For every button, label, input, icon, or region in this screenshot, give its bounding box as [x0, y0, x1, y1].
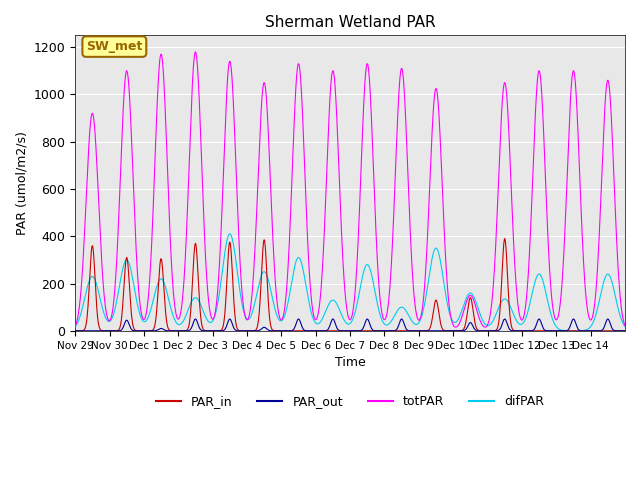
difPAR [504, 299, 512, 305]
PAR_in [501, 236, 509, 241]
PAR_out [469, 323, 477, 329]
difPAR [71, 324, 79, 330]
PAR_out [420, 328, 428, 334]
totPAR [184, 199, 191, 205]
totPAR [621, 323, 629, 328]
difPAR [615, 310, 623, 315]
PAR_in [504, 285, 512, 291]
difPAR [621, 324, 629, 329]
difPAR [469, 292, 477, 298]
difPAR [538, 273, 545, 279]
Legend: PAR_in, PAR_out, totPAR, difPAR: PAR_in, PAR_out, totPAR, difPAR [151, 390, 549, 413]
Title: Sherman Wetland PAR: Sherman Wetland PAR [265, 15, 435, 30]
totPAR [71, 324, 79, 329]
PAR_out [71, 328, 79, 334]
Line: PAR_out: PAR_out [75, 319, 625, 331]
PAR_out [184, 328, 191, 334]
PAR_out [615, 328, 623, 334]
PAR_in [538, 328, 545, 334]
totPAR [504, 118, 512, 124]
Line: difPAR: difPAR [75, 234, 625, 331]
totPAR [469, 296, 477, 302]
difPAR [184, 308, 191, 314]
difPAR [570, 328, 577, 334]
difPAR [226, 231, 234, 237]
PAR_in [607, 328, 615, 334]
PAR_in [184, 326, 191, 332]
Y-axis label: PAR (umol/m2/s): PAR (umol/m2/s) [15, 131, 28, 235]
totPAR [538, 84, 545, 90]
PAR_in [621, 328, 629, 334]
Text: SW_met: SW_met [86, 40, 143, 53]
PAR_in [615, 328, 623, 334]
totPAR [191, 49, 199, 55]
difPAR [420, 301, 428, 307]
PAR_out [604, 316, 612, 322]
Line: totPAR: totPAR [75, 52, 625, 327]
Line: PAR_in: PAR_in [75, 239, 625, 331]
PAR_in [420, 328, 428, 334]
PAR_in [469, 306, 477, 312]
PAR_out [504, 323, 512, 329]
X-axis label: Time: Time [335, 356, 365, 369]
totPAR [420, 283, 428, 289]
totPAR [615, 281, 623, 287]
PAR_out [537, 319, 545, 325]
PAR_in [71, 328, 79, 334]
PAR_out [621, 328, 629, 334]
totPAR [452, 324, 460, 330]
